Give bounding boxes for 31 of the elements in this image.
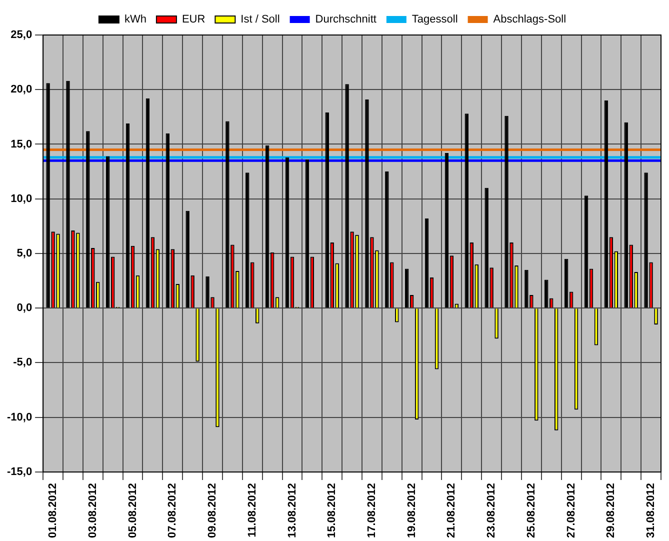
legend-label: Tagessoll bbox=[412, 14, 458, 26]
x-tick-label: 25.08.2012 bbox=[525, 482, 538, 538]
legend-label: Durchschnitt bbox=[315, 14, 376, 26]
y-tick-label: 10,0 bbox=[10, 192, 32, 205]
x-tick-label: 01.08.2012 bbox=[47, 482, 60, 538]
x-tick-label: 15.08.2012 bbox=[326, 482, 338, 538]
x-tick-label: 05.08.2012 bbox=[126, 482, 139, 538]
x-tick-label: 09.08.2012 bbox=[206, 482, 219, 538]
x-tick-label: 19.08.2012 bbox=[406, 482, 418, 538]
legend-label: Abschlags-Soll bbox=[493, 14, 566, 26]
x-tick-label: 11.08.2012 bbox=[246, 482, 258, 538]
legend-label: kWh bbox=[124, 14, 146, 26]
x-tick-label: 17.08.2012 bbox=[366, 482, 378, 538]
y-tick-label: 0,0 bbox=[16, 302, 32, 314]
x-tick-label: 13.08.2012 bbox=[286, 482, 298, 538]
x-tick-label: 07.08.2012 bbox=[166, 482, 179, 538]
x-tick-label: 03.08.2012 bbox=[86, 482, 99, 538]
x-tick-label: 31.08.2012 bbox=[645, 482, 658, 538]
y-tick-label: 5,0 bbox=[16, 248, 32, 260]
y-tick-label: 25,0 bbox=[10, 29, 32, 42]
x-tick-label: 27.08.2012 bbox=[565, 482, 578, 538]
legend-label: Ist / Soll bbox=[240, 14, 280, 26]
y-tick-label: -10,0 bbox=[6, 411, 32, 424]
y-tick-label: -15,0 bbox=[6, 466, 32, 478]
legend-label: EUR bbox=[182, 14, 206, 26]
y-tick-label: -5,0 bbox=[13, 356, 32, 369]
y-tick-label: 20,0 bbox=[10, 84, 32, 96]
y-tick-label: 15,0 bbox=[10, 138, 32, 150]
x-tick-label: 21.08.2012 bbox=[446, 482, 458, 538]
x-tick-label: 23.08.2012 bbox=[486, 482, 498, 538]
x-tick-label: 29.08.2012 bbox=[605, 482, 618, 538]
